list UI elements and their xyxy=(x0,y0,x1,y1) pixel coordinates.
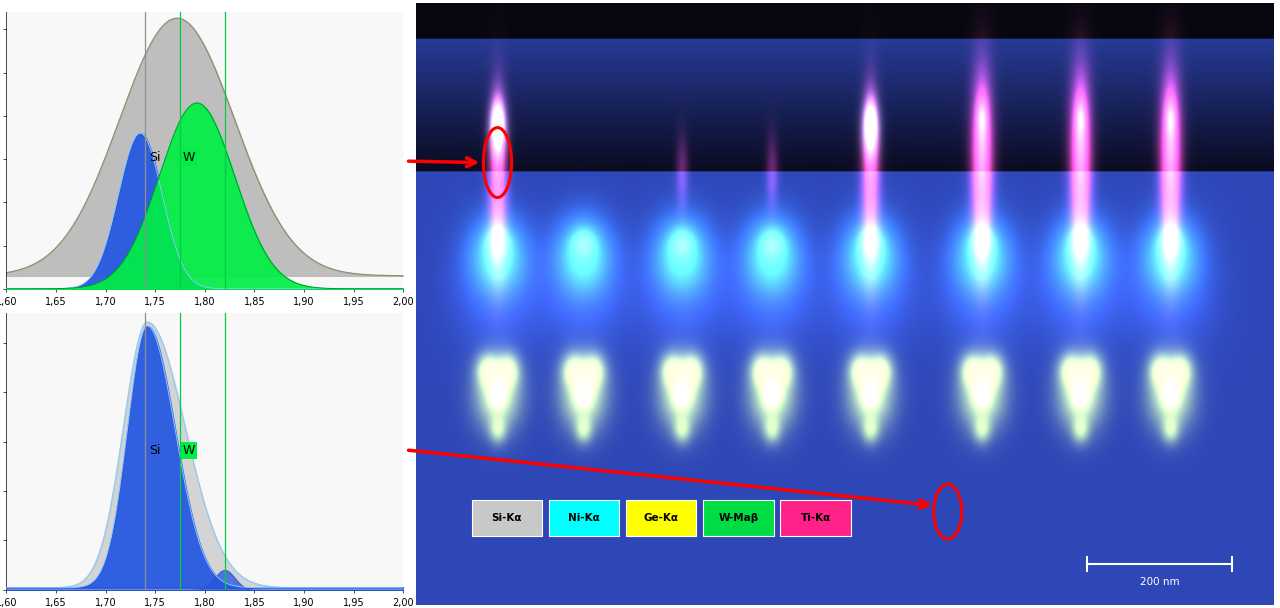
Text: Si: Si xyxy=(150,151,161,164)
Text: W: W xyxy=(183,151,196,164)
FancyBboxPatch shape xyxy=(472,500,541,536)
FancyBboxPatch shape xyxy=(703,500,773,536)
X-axis label: Energy [keV]: Energy [keV] xyxy=(169,313,241,323)
Text: Si: Si xyxy=(150,444,161,457)
Text: W-Maβ: W-Maβ xyxy=(718,513,759,523)
FancyBboxPatch shape xyxy=(781,500,851,536)
Text: Ni-Kα: Ni-Kα xyxy=(568,513,600,523)
Text: Ge-Kα: Ge-Kα xyxy=(644,513,678,523)
Text: W: W xyxy=(183,444,196,457)
Text: Ti-Kα: Ti-Kα xyxy=(800,513,831,523)
FancyBboxPatch shape xyxy=(549,500,620,536)
FancyBboxPatch shape xyxy=(626,500,696,536)
Text: Si-Kα: Si-Kα xyxy=(492,513,522,523)
Text: 200 nm: 200 nm xyxy=(1139,577,1179,587)
